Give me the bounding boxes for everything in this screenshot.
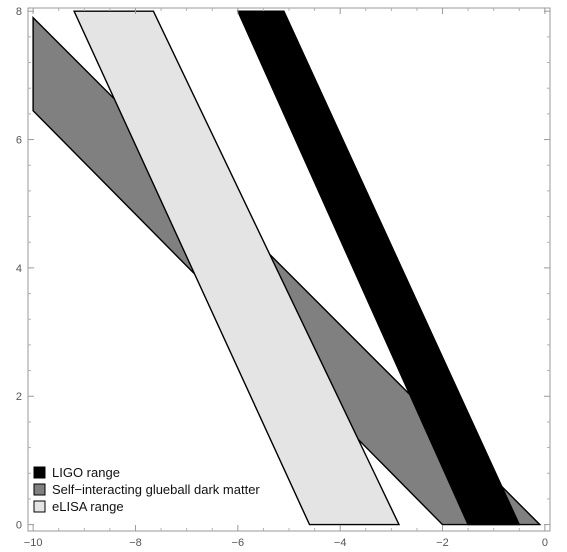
x-tick-label: −4 xyxy=(334,537,347,549)
legend-swatch xyxy=(33,466,46,479)
x-tick-label: −2 xyxy=(436,537,449,549)
y-tick-label: 0 xyxy=(16,520,22,532)
x-tick-label: −8 xyxy=(129,537,142,549)
region-ligo xyxy=(236,10,521,526)
legend-label: Self−interacting glueball dark matter xyxy=(52,482,260,497)
ticks xyxy=(28,8,550,531)
tick-labels: −10 −8 −6 −4 −2 0 0 2 4 6 8 xyxy=(16,6,548,549)
y-tick-label: 6 xyxy=(16,135,22,147)
legend: LIGO range Self−interacting glueball dark… xyxy=(33,465,260,514)
y-tick-label: 8 xyxy=(16,6,22,18)
y-tick-label: 2 xyxy=(16,391,22,403)
region-elisa xyxy=(73,10,401,526)
y-tick-label: 4 xyxy=(16,263,22,275)
regions xyxy=(32,10,542,526)
x-tick-label: −10 xyxy=(24,537,43,549)
legend-swatch xyxy=(33,500,46,513)
x-tick-label: −6 xyxy=(232,537,245,549)
legend-label: eLISA range xyxy=(52,499,124,514)
x-tick-label: 0 xyxy=(542,537,548,549)
legend-swatch xyxy=(33,483,46,496)
legend-label: LIGO range xyxy=(52,465,120,480)
